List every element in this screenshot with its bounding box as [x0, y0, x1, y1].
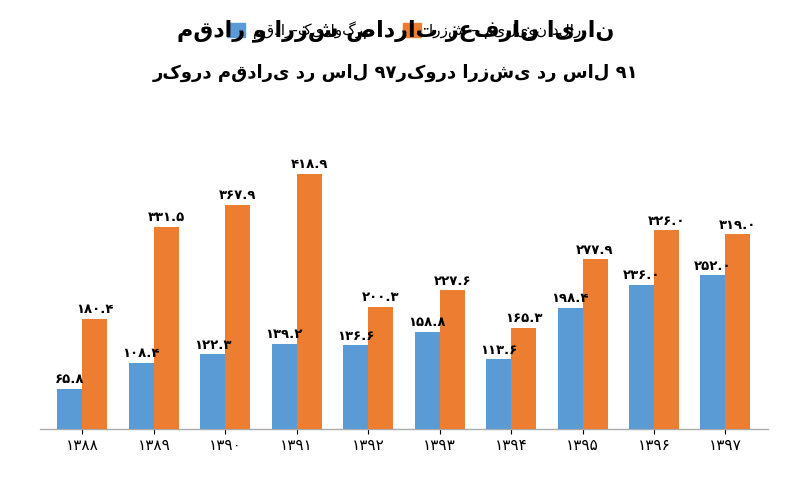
Text: ۳۶۷.۹: ۳۶۷.۹ [219, 189, 257, 202]
Text: ۱۱۳.۶: ۱۱۳.۶ [480, 344, 517, 357]
Text: ۱۳۹.۲: ۱۳۹.۲ [265, 328, 303, 341]
Bar [226, 205, 250, 429]
Bar [725, 234, 750, 429]
Bar [272, 344, 297, 429]
Bar [343, 345, 368, 429]
Text: ۲۵۲.۰: ۲۵۲.۰ [694, 260, 732, 273]
Bar [629, 285, 654, 429]
Text: ۳۱۹.۰: ۳۱۹.۰ [719, 219, 756, 232]
Bar [58, 389, 82, 429]
Text: ۱۰۸.۴: ۱۰۸.۴ [123, 347, 160, 360]
Bar [82, 318, 108, 429]
Bar [297, 173, 322, 429]
Text: ۳۳۱.۵: ۳۳۱.۵ [148, 211, 185, 225]
Bar [511, 328, 536, 429]
Text: ۲۲۷.۶: ۲۲۷.۶ [433, 275, 471, 287]
Text: ۱۳۶.۶: ۱۳۶.۶ [337, 330, 375, 343]
Bar [558, 308, 582, 429]
Text: ۴۱۸.۹: ۴۱۸.۹ [291, 158, 328, 171]
Bar [582, 260, 607, 429]
Text: رکورد مقداری در سال ۹۷رکورد ارزشی در سال ۹۱: رکورد مقداری در سال ۹۷رکورد ارزشی در سال… [153, 63, 639, 81]
Text: ۲۳۶.۰: ۲۳۶.۰ [623, 269, 661, 282]
Bar [654, 230, 679, 429]
Text: ۳۲۶.۰: ۳۲۶.۰ [648, 215, 685, 228]
Bar [200, 354, 226, 429]
Text: ۱۵۸.۸: ۱۵۸.۸ [409, 317, 446, 329]
Bar [368, 307, 393, 429]
Text: ۲۰۰.۳: ۲۰۰.۳ [362, 291, 399, 304]
Text: ۱۹۸.۴: ۱۹۸.۴ [551, 292, 588, 305]
Bar [700, 275, 725, 429]
Text: مقدار و ارزش صادرات زعفران ایران: مقدار و ارزش صادرات زعفران ایران [177, 19, 615, 42]
Legend: مقدار-کیلوگرم, ارزش – میلیون دلار: مقدار-کیلوگرم, ارزش – میلیون دلار [227, 21, 581, 39]
Bar [486, 359, 511, 429]
Text: ۲۷۷.۹: ۲۷۷.۹ [577, 244, 614, 257]
Text: ۶۵.۸: ۶۵.۸ [55, 373, 85, 386]
Bar [440, 290, 465, 429]
Bar [129, 362, 154, 429]
Text: ۱۲۲.۳: ۱۲۲.۳ [194, 338, 231, 352]
Text: ۱۶۵.۳: ۱۶۵.۳ [505, 313, 543, 325]
Bar [415, 332, 440, 429]
Bar [154, 227, 179, 429]
Text: ۱۸۰.۴: ۱۸۰.۴ [76, 303, 114, 317]
